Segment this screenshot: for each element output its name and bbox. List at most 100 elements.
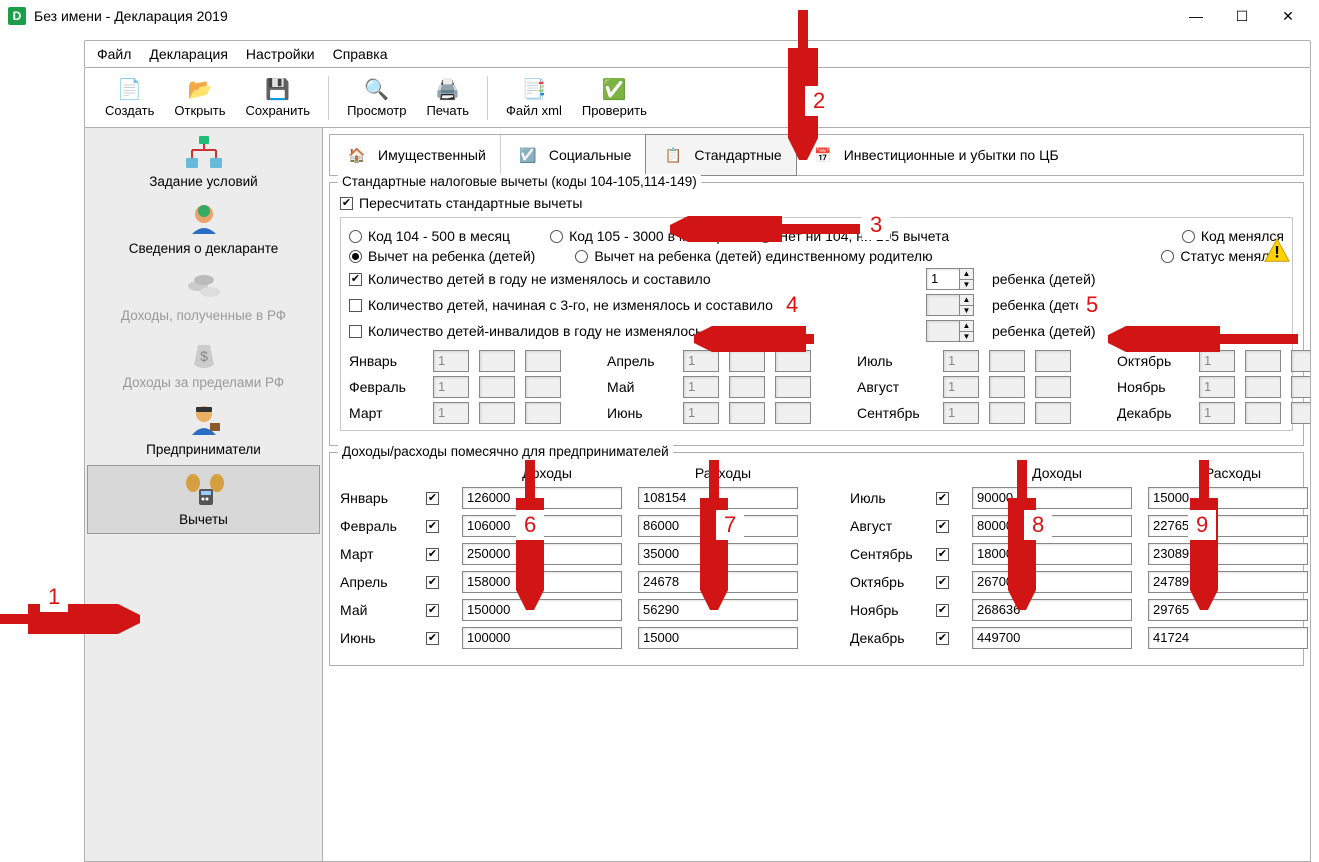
month-cell[interactable] [775,402,811,424]
month-cell[interactable]: 1 [1199,376,1235,398]
checkbox-recompute[interactable] [340,197,353,210]
checkbox-ie[interactable] [426,576,439,589]
checkbox-count-2[interactable] [349,299,362,312]
toolbar-save[interactable]: 💾Сохранить [237,70,318,126]
month-cell[interactable] [479,402,515,424]
input-income[interactable]: 267000 [972,571,1132,593]
radio-code-changed[interactable] [1182,230,1195,243]
input-expense[interactable]: 15000 [638,627,798,649]
sidebar-item-entrepreneurs[interactable]: Предприниматели [85,396,322,463]
month-cell[interactable] [525,402,561,424]
radio-child-1[interactable] [349,250,362,263]
month-cell[interactable] [1245,350,1281,372]
checkbox-count-1[interactable] [349,273,362,286]
input-expense[interactable]: 29765 [1148,599,1308,621]
toolbar-print[interactable]: 🖨️Печать [418,70,477,126]
tab-property[interactable]: 🏠Имущественный [330,135,501,175]
spinner-count-2[interactable]: ▲▼ [960,294,974,316]
minimize-button[interactable]: — [1173,1,1219,31]
toolbar-xml[interactable]: 📑Файл xml [498,70,570,126]
month-cell[interactable] [989,402,1025,424]
toolbar-preview[interactable]: 🔍Просмотр [339,70,414,126]
input-income[interactable]: 449700 [972,627,1132,649]
month-cell[interactable]: 1 [943,402,979,424]
input-income[interactable]: 268636 [972,599,1132,621]
spinner-count-1[interactable]: ▲▼ [960,268,974,290]
checkbox-ie[interactable] [936,492,949,505]
radio-child-2[interactable] [575,250,588,263]
checkbox-ie[interactable] [426,632,439,645]
menu-help[interactable]: Справка [329,44,392,64]
checkbox-ie[interactable] [936,604,949,617]
month-cell[interactable] [1035,376,1071,398]
month-cell[interactable] [1035,402,1071,424]
month-cell[interactable] [525,376,561,398]
checkbox-ie[interactable] [936,520,949,533]
month-cell[interactable]: 1 [1199,402,1235,424]
month-cell[interactable] [1291,350,1310,372]
month-cell[interactable] [989,376,1025,398]
menu-declaration[interactable]: Декларация [145,44,232,64]
month-cell[interactable] [729,402,765,424]
sidebar-item-conditions[interactable]: Задание условий [85,128,322,195]
maximize-button[interactable]: ☐ [1219,1,1265,31]
month-cell[interactable]: 1 [433,350,469,372]
month-cell[interactable]: 1 [433,402,469,424]
menu-file[interactable]: Файл [93,44,135,64]
annotation-8: 8 [1024,510,1052,540]
input-count-3[interactable] [926,320,960,342]
month-cell[interactable] [479,376,515,398]
month-cell[interactable] [1291,402,1310,424]
close-button[interactable]: ✕ [1265,1,1311,31]
input-income[interactable]: 90000 [972,487,1132,509]
month-cell[interactable] [1035,350,1071,372]
month-cell[interactable]: 1 [683,402,719,424]
spinner-count-3[interactable]: ▲▼ [960,320,974,342]
month-cell[interactable] [775,350,811,372]
sidebar-item-declarant[interactable]: Сведения о декларанте [85,195,322,262]
toolbar-open[interactable]: 📂Открыть [166,70,233,126]
sidebar-item-deductions[interactable]: Вычеты [87,465,320,534]
month-cell[interactable] [1291,376,1310,398]
checkbox-ie[interactable] [426,604,439,617]
checkbox-ie[interactable] [426,492,439,505]
input-expense[interactable]: 23089 [1148,543,1308,565]
input-count-1[interactable]: 1 [926,268,960,290]
checkbox-ie[interactable] [936,548,949,561]
month-cell[interactable] [1245,376,1281,398]
radio-child-3[interactable] [1161,250,1174,263]
toolbar-check[interactable]: ✅Проверить [574,70,655,126]
checkbox-count-3[interactable] [349,325,362,338]
input-income[interactable]: 180000 [972,543,1132,565]
toolbar-create[interactable]: 📄Создать [97,70,162,126]
month-cell[interactable]: 1 [943,350,979,372]
checkbox-ie[interactable] [936,576,949,589]
input-expense[interactable]: 22765 [1148,515,1308,537]
checkbox-ie[interactable] [936,632,949,645]
month-cell[interactable]: 1 [683,376,719,398]
month-cell[interactable]: 1 [1199,350,1235,372]
tab-invest[interactable]: 📅Инвестиционные и убытки по ЦБ [796,135,1073,175]
month-cell[interactable] [729,376,765,398]
month-cell[interactable]: 1 [943,376,979,398]
checkbox-ie[interactable] [426,520,439,533]
input-expense[interactable]: 41724 [1148,627,1308,649]
month-cell[interactable] [525,350,561,372]
month-cell[interactable]: 1 [433,376,469,398]
checkbox-ie[interactable] [426,548,439,561]
menu-settings[interactable]: Настройки [242,44,319,64]
month-cell[interactable] [1245,402,1281,424]
month-cell[interactable] [989,350,1025,372]
radio-code-105[interactable] [550,230,563,243]
input-expense[interactable]: 15000 [1148,487,1308,509]
month-cell[interactable] [775,376,811,398]
input-income[interactable]: 100000 [462,627,622,649]
month-cell[interactable]: 1 [683,350,719,372]
month-cell[interactable] [729,350,765,372]
tab-social[interactable]: ☑️Социальные [501,135,647,175]
input-expense[interactable]: 24789 [1148,571,1308,593]
radio-code-104[interactable] [349,230,362,243]
tab-standard[interactable]: 📋Стандартные [645,134,796,176]
input-count-2[interactable] [926,294,960,316]
month-cell[interactable] [479,350,515,372]
